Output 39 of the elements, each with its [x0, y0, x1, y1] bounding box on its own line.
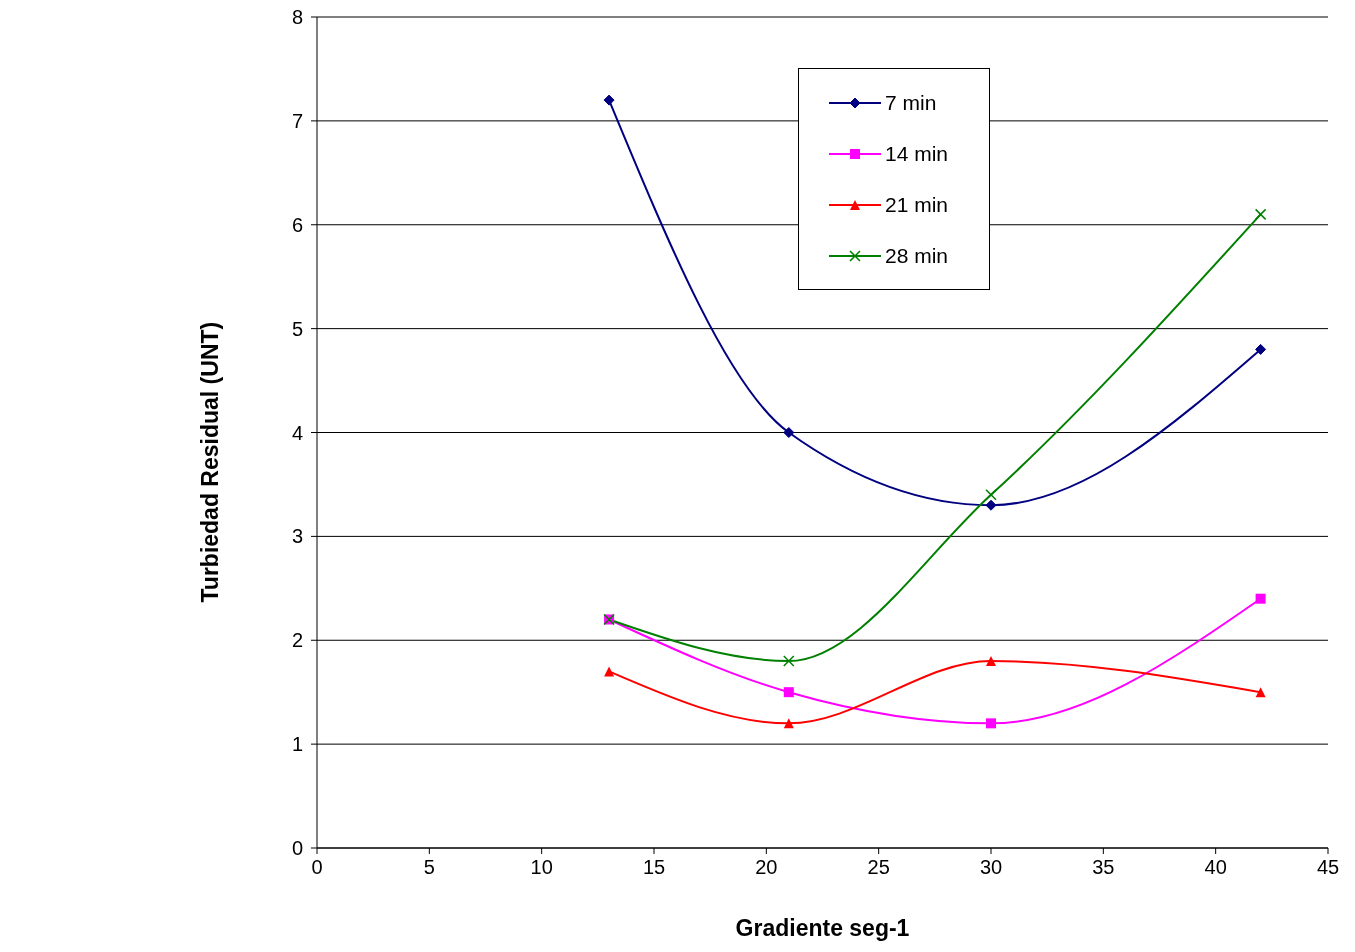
x-tick-label: 5: [423, 856, 435, 879]
point: [1255, 343, 1267, 355]
legend-label: 14 min: [885, 141, 949, 166]
point: [603, 94, 615, 106]
point: [783, 718, 794, 729]
point: [783, 655, 795, 667]
x-tick-label: 35: [1092, 856, 1115, 879]
point: [986, 718, 996, 729]
y-tick-label: 8: [291, 6, 303, 29]
point: [1255, 593, 1266, 604]
x-tick-label: 10: [530, 856, 553, 879]
y-tick-label: 3: [291, 525, 303, 548]
x-axis-title: Gradiente seg-1: [735, 915, 910, 941]
y-tick-label: 7: [291, 109, 303, 132]
point: [783, 427, 795, 438]
legend-label: 28 min: [885, 243, 949, 268]
x-tick-label: 20: [755, 856, 778, 879]
x-tick-label: 15: [642, 856, 666, 879]
point: [985, 499, 997, 511]
x-tick-label: 25: [867, 856, 890, 879]
x-tick-label: 0: [311, 856, 323, 879]
y-tick-label: 4: [291, 421, 303, 444]
y-tick-label: 1: [291, 733, 303, 756]
x-tick-label: 30: [979, 856, 1003, 879]
point: [986, 656, 996, 667]
point: [783, 687, 794, 698]
point: [985, 489, 997, 501]
x-tick-label: 40: [1204, 856, 1227, 879]
point: [1254, 208, 1267, 221]
y-tick-label: 5: [291, 317, 303, 340]
y-tick-label: 0: [291, 837, 303, 860]
point: [604, 666, 615, 677]
y-tick-label: 6: [291, 213, 303, 236]
y-axis-title: Turbiedad Residual (UNT): [197, 321, 224, 603]
x-tick-label: 45: [1316, 856, 1340, 879]
legend-label: 7 min: [885, 90, 937, 115]
point: [1255, 687, 1266, 698]
y-tick-label: 2: [291, 629, 303, 652]
legend-label: 21 min: [885, 192, 949, 217]
